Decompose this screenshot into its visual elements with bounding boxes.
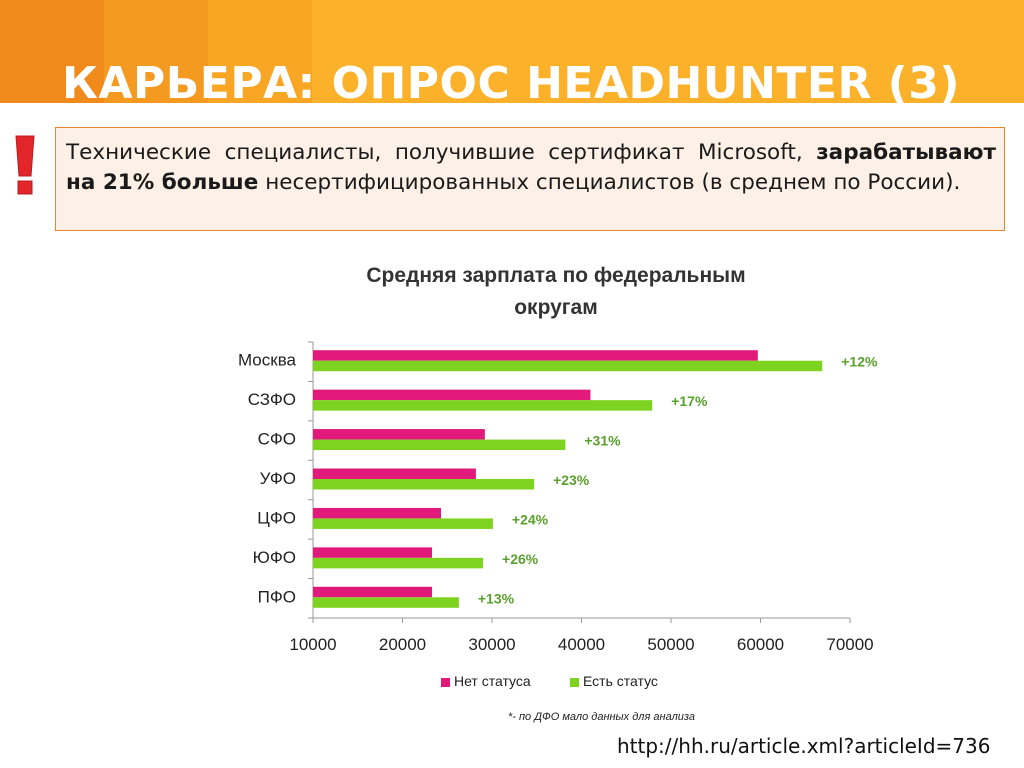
bar-no-status	[313, 389, 591, 401]
footnote: *- по ДФО мало данных для анализа	[508, 711, 696, 723]
bar-no-status	[313, 350, 758, 361]
x-tick-label: 30000	[468, 635, 515, 654]
bar-no-status	[313, 547, 433, 558]
bar-no-status	[313, 586, 433, 598]
header-banner	[0, 0, 1024, 103]
legend-label-no-status: Нет статуса	[454, 673, 531, 689]
bar-no-status	[313, 507, 441, 519]
percent-annotation: +31%	[584, 433, 621, 449]
percent-annotation: +23%	[553, 472, 590, 488]
callout-part2: несертифицированных специалистов (в сред…	[265, 170, 961, 195]
category-label: УФО	[260, 469, 296, 488]
percent-annotation: +24%	[512, 511, 549, 527]
percent-annotation: +13%	[478, 590, 515, 606]
bar-no-status	[313, 468, 476, 479]
category-label: СЗФО	[248, 390, 296, 409]
category-label: ЮФО	[253, 548, 296, 567]
x-tick-label: 60000	[737, 635, 784, 654]
bar-no-status	[313, 429, 485, 440]
percent-annotation: +26%	[502, 551, 539, 567]
percent-annotation: +17%	[671, 393, 708, 409]
category-label: ПФО	[258, 587, 296, 606]
bar-has-status	[313, 360, 823, 372]
x-tick-label: 10000	[289, 635, 336, 654]
bar-has-status	[313, 479, 535, 490]
bar-has-status	[313, 597, 459, 608]
bar-has-status	[313, 557, 484, 569]
legend-swatch-has-status	[570, 678, 579, 687]
callout-bold: зарабатывают на 21% больше	[66, 140, 996, 195]
source-link[interactable]: http://hh.ru/article.xml?articleId=736	[617, 734, 991, 758]
legend-swatch-no-status	[441, 678, 450, 687]
page-title: КАРЬЕРА: ОПРОС HEADHUNTER (3)	[62, 58, 961, 109]
category-label: ЦФО	[257, 508, 296, 527]
category-label: Москва	[238, 351, 297, 370]
legend-label-has-status: Есть статус	[583, 673, 658, 689]
callout-box: Технические специалисты, получившие серт…	[55, 127, 1005, 231]
bar-has-status	[313, 400, 653, 411]
bar-has-status	[313, 518, 493, 529]
x-tick-label: 40000	[558, 635, 605, 654]
x-tick-label: 70000	[826, 635, 873, 654]
x-tick-label: 50000	[647, 635, 694, 654]
chart-title-line1: Средняя зарплата по федеральным	[366, 264, 745, 287]
x-tick-label: 20000	[379, 635, 426, 654]
category-label: СФО	[258, 430, 296, 449]
exclamation-icon	[15, 135, 35, 195]
bar-has-status	[313, 439, 566, 451]
callout-text: Технические специалисты, получившие серт…	[66, 138, 996, 198]
callout-part1: Технические специалисты, получившие серт…	[66, 140, 803, 165]
chart-title-line2: округам	[514, 296, 598, 319]
percent-annotation: +12%	[841, 354, 878, 370]
